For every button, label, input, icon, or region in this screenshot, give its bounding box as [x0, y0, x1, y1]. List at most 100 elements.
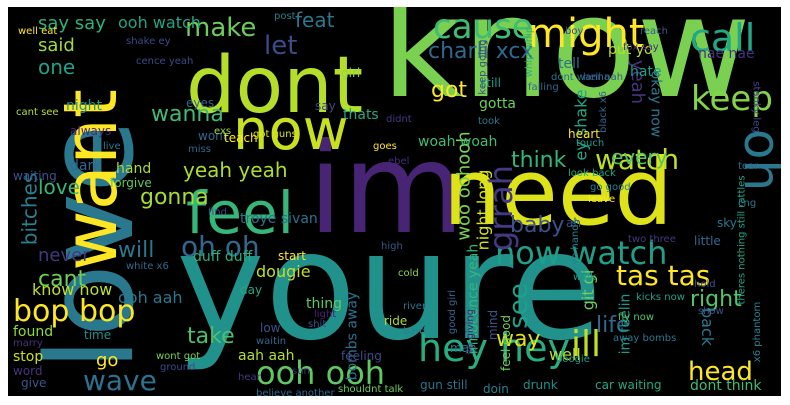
word-didnt: didnt — [386, 114, 412, 125]
word-light: light — [314, 309, 337, 320]
word-let: let — [264, 31, 298, 61]
word-heart: heart — [568, 127, 600, 141]
word-think: think — [511, 148, 567, 173]
word-girl: girl — [341, 66, 361, 80]
word-bombs-away: bombs away — [344, 291, 361, 381]
word-hell-nah: hell nah — [583, 72, 624, 83]
word-leave: leave — [588, 194, 616, 205]
word-time: time — [84, 328, 112, 342]
word-gun-still: gun still — [420, 378, 468, 392]
word-nae-nae: nae nae — [698, 46, 755, 62]
word-day: day — [240, 283, 263, 297]
word-tear: tear — [738, 161, 759, 172]
word-way: way — [496, 327, 541, 352]
word-reach: reach — [640, 26, 669, 37]
word-hate: hate — [630, 64, 662, 80]
word-youre: youre — [176, 200, 603, 374]
word-keep-going: keep going — [477, 39, 489, 95]
word-troye-sivan: troye sivan — [240, 211, 318, 227]
word-said: said — [38, 35, 75, 56]
word-thing: thing — [306, 296, 343, 312]
word-know-now: know now — [32, 280, 113, 299]
word-put-yo: put yo — [608, 42, 653, 58]
word-bitches: bitches — [17, 172, 42, 246]
word-fly-now: fly now — [618, 312, 655, 323]
word-dark: dark — [70, 158, 102, 174]
word-tell: tell — [558, 56, 580, 72]
word-oh-oh: oh oh — [181, 230, 260, 263]
word-head: head — [688, 357, 753, 387]
word-kicks-now: kicks now — [636, 292, 685, 303]
word-take: take — [187, 324, 235, 349]
word-word: word — [13, 364, 43, 378]
word-waiting: waiting — [13, 169, 57, 183]
word-miss: miss — [188, 144, 211, 155]
word-marry: marry — [13, 338, 43, 349]
word-night: night — [66, 98, 103, 114]
word-night-long: night long — [473, 169, 493, 251]
word-give: give — [21, 376, 47, 390]
word-little: little — [694, 234, 721, 248]
word-low: low — [260, 321, 281, 335]
word-ill: ill — [571, 324, 602, 365]
word-boy: boy — [565, 26, 584, 37]
word-gotta: gotta — [479, 96, 517, 112]
word-love-small: love — [38, 175, 80, 199]
word-yo-hands: yo hands — [569, 219, 581, 265]
word-river: river — [403, 301, 427, 312]
word-goes: goes — [373, 141, 397, 152]
word-feel: feel — [186, 179, 294, 247]
word-never: never — [38, 245, 90, 266]
word-two-three: two three — [628, 234, 676, 245]
word-ooh-aah: ooh aah — [118, 288, 183, 307]
word-ride: ride — [384, 314, 408, 328]
word-waitin: waitin — [256, 336, 287, 347]
word-theres-nothing-still-rattles: theres nothing still rattles — [736, 175, 748, 305]
word-know: know — [381, 7, 751, 130]
word-ooh-watch: ooh watch — [118, 13, 201, 32]
word-white-x6: white x6 — [126, 261, 169, 272]
word-now: now — [233, 98, 349, 163]
word-dougie: dougie — [256, 262, 311, 281]
word-cant: cant — [38, 267, 87, 292]
word-aah-aah: aah aah — [238, 348, 295, 364]
word-every: every — [611, 145, 668, 169]
word-wont-got: wont got — [156, 351, 201, 362]
word-im-giving: im giving — [465, 308, 477, 356]
word-cause: cause — [433, 7, 533, 47]
word-life: life — [596, 313, 630, 338]
word-feat: feat — [295, 8, 335, 32]
word-yeah-yeah: yeah yeah — [183, 158, 288, 182]
word-okay-now: okay now — [647, 70, 664, 138]
word-cence-yeah: cence yeah — [136, 56, 194, 67]
word-fox-say: fox say — [623, 42, 659, 53]
word-feeling: feeling — [341, 349, 382, 363]
word-stanky-leg: stanky leg — [750, 81, 762, 133]
word-woah-woah: woah woah — [418, 134, 498, 150]
word-shouldnt-talk: shouldnt talk — [338, 384, 404, 395]
word-tas-tas: tas tas — [616, 259, 711, 292]
word-wave: wave — [83, 364, 157, 396]
word-cant-see: cant see — [16, 107, 59, 118]
word-touch: touch — [576, 138, 605, 149]
word-go-good: go good — [590, 182, 631, 193]
word-x6-phantom: x6 phantom — [752, 301, 764, 363]
word-watch: watch — [595, 143, 680, 176]
word-falling: falling — [528, 82, 559, 93]
word-whip-whip: whip whip — [524, 26, 536, 78]
word-dont-think: dont think — [690, 378, 762, 394]
word-man: man — [450, 341, 477, 355]
word-ground: ground — [160, 362, 196, 373]
word-dont: dont — [186, 41, 364, 131]
word-sun: sun — [292, 366, 310, 377]
word-black-x6: black x6 — [598, 90, 610, 134]
word-good-girl: good girl — [447, 289, 459, 335]
word-one: one — [38, 55, 76, 79]
word-im: im — [308, 117, 465, 262]
word-go: go — [96, 350, 119, 371]
word-away-bombs: away bombs — [613, 333, 677, 344]
word-dont-wanna: dont wanna — [551, 72, 611, 83]
word-charli-xcx: charli xcx — [428, 39, 534, 64]
word-shake-ey: shake ey — [126, 36, 171, 47]
word-thats: thats — [343, 107, 379, 123]
